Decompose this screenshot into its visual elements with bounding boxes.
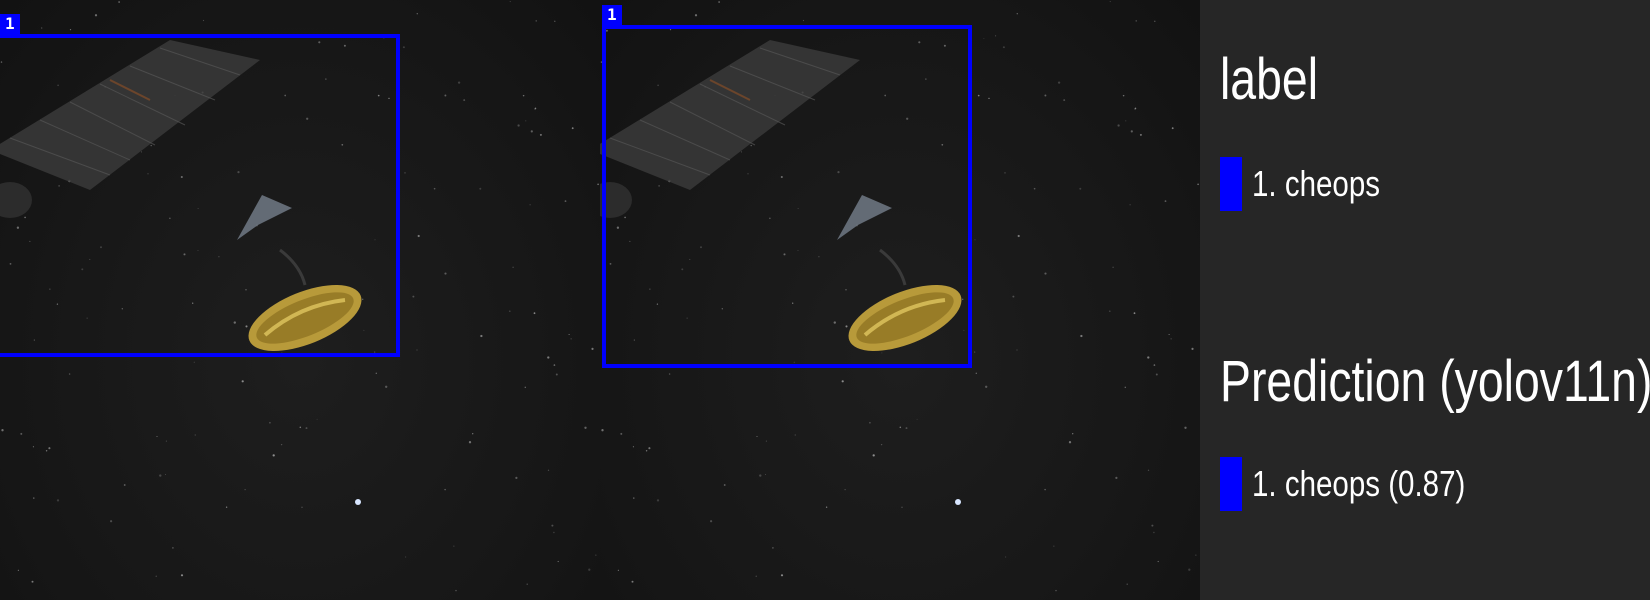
- label-legend-text: 1. cheops: [1252, 163, 1381, 204]
- color-swatch: [1220, 157, 1242, 211]
- prediction-image-panel: 1: [600, 0, 1200, 600]
- color-swatch: [1220, 457, 1242, 511]
- space-scene-image: [600, 1, 1199, 592]
- bounding-box-number: 1: [602, 5, 622, 25]
- satellite-solar-panel: [0, 40, 260, 218]
- satellite-solar-panel: [600, 40, 860, 218]
- stars: [600, 1, 1199, 592]
- legend-panel: label 1. cheops Prediction (yolov11n) 1.…: [1200, 0, 1650, 600]
- satellite-fin: [237, 195, 292, 240]
- label-legend-item: 1. cheops: [1220, 157, 1408, 211]
- prediction-heading: Prediction (yolov11n): [1220, 349, 1650, 414]
- label-heading: label: [1220, 47, 1319, 112]
- bounding-box: [602, 25, 972, 368]
- prediction-legend-item: 1. cheops (0.87): [1220, 457, 1512, 511]
- label-image-panel: 1: [0, 0, 600, 600]
- bounding-box: [0, 34, 400, 357]
- bounding-box-number: 1: [0, 14, 20, 34]
- stars: [0, 1, 599, 592]
- satellite-fin: [837, 195, 892, 240]
- prediction-legend-text: 1. cheops (0.87): [1252, 463, 1466, 504]
- space-scene-image: [0, 1, 599, 592]
